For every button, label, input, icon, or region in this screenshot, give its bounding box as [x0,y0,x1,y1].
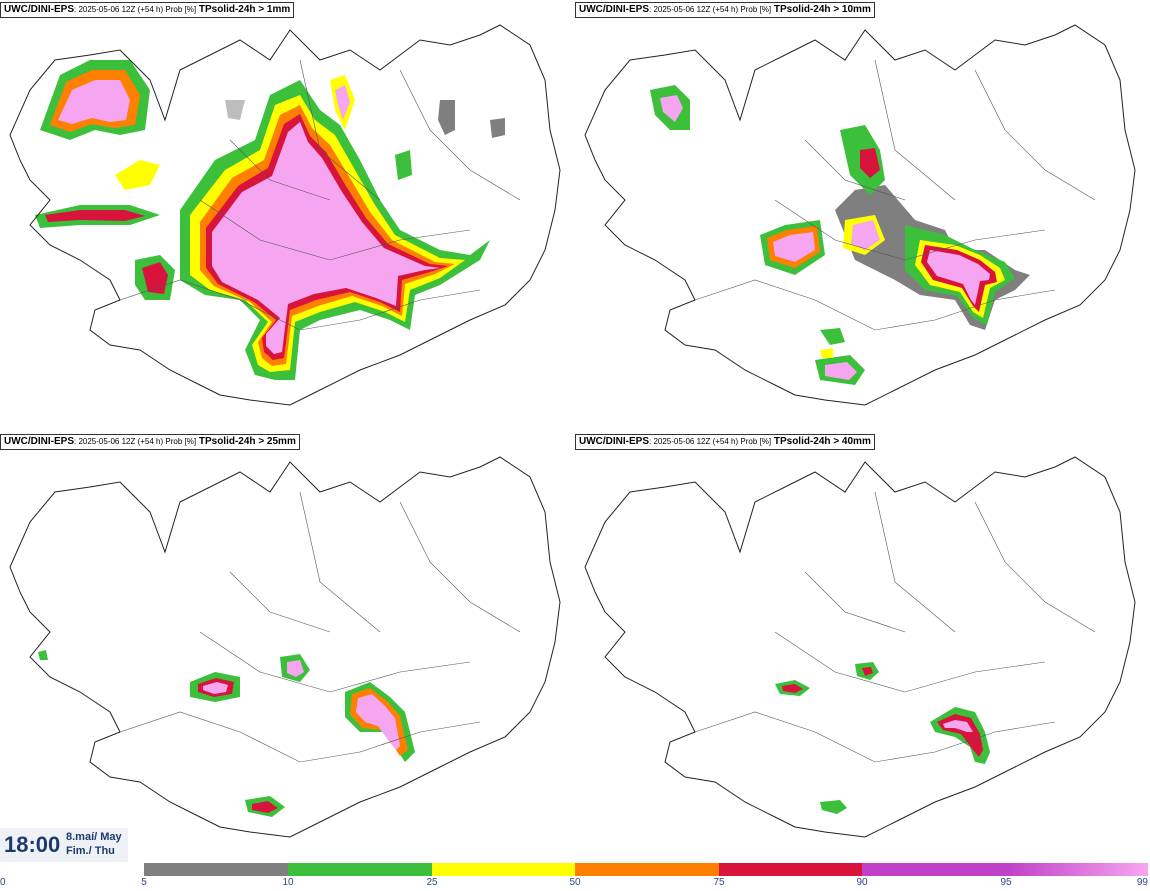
valid-time-box: 18:00 8.maí/ May Fim./ Thu [0,828,128,862]
run-meta: : 2025-05-06 12Z (+54 h) Prob [%] [74,437,197,446]
colorbar-segment [1006,863,1148,876]
colorbar-tick-label: 90 [856,877,868,888]
colorbar-tick-label: 5 [141,877,147,888]
valid-date-line2: Fim./ Thu [66,845,115,857]
iceland-map-25mm [9,456,561,838]
colorbar-tick-label: 25 [426,877,438,888]
run-meta: : 2025-05-06 12Z (+54 h) Prob [%] [649,5,772,14]
panel-title-1mm: UWC/DINI-EPS: 2025-05-06 12Z (+54 h) Pro… [0,2,295,18]
run-meta: : 2025-05-06 12Z (+54 h) Prob [%] [74,5,197,14]
model-label: UWC/DINI-EPS [579,436,649,447]
parameter-label: TPsolid-24h > 1mm [198,4,291,15]
colorbar-tick-label: 0 [0,877,6,888]
colorbar-segment [575,863,719,876]
colorbar-segment [862,863,1006,876]
parameter-label: TPsolid-24h > 25mm [198,436,296,447]
map-panel-25mm: UWC/DINI-EPS: 2025-05-06 12Z (+54 h) Pro… [0,432,575,862]
iceland-map-1mm [9,24,561,406]
colorbar-segment [432,863,575,876]
map-panel-10mm: UWC/DINI-EPS: 2025-05-06 12Z (+54 h) Pro… [575,0,1150,430]
map-panel-1mm: UWC/DINI-EPS: 2025-05-06 12Z (+54 h) Pro… [0,0,575,430]
valid-date-line1: 8.maí/ May [66,831,122,843]
colorbar-segment [144,863,288,876]
colorbar-tick-label: 95 [1000,877,1012,888]
model-label: UWC/DINI-EPS [579,4,649,15]
colorbar-segment [719,863,862,876]
colorbar-tick-label: 10 [282,877,294,888]
iceland-coastline-25mm [9,456,561,838]
model-label: UWC/DINI-EPS [4,4,74,15]
valid-time: 18:00 [4,832,61,857]
iceland-coastline-40mm [584,456,1136,838]
run-meta: : 2025-05-06 12Z (+54 h) Prob [%] [649,437,772,446]
map-panel-40mm: UWC/DINI-EPS: 2025-05-06 12Z (+54 h) Pro… [575,432,1150,862]
prob-field-1mm [35,60,505,380]
model-label: UWC/DINI-EPS [4,436,74,447]
prob-field-10mm [650,85,1030,385]
parameter-label: TPsolid-24h > 10mm [773,4,871,15]
colorbar-segment [288,863,432,876]
prob-field-25mm [38,650,415,817]
iceland-coastline-10mm [584,24,1136,406]
colorbar-tick-label: 99 [1136,877,1148,888]
panel-title-25mm: UWC/DINI-EPS: 2025-05-06 12Z (+54 h) Pro… [0,434,300,450]
iceland-coastline-1mm [9,24,561,406]
parameter-label: TPsolid-24h > 40mm [773,436,871,447]
colorbar-tick-label: 50 [569,877,581,888]
iceland-map-10mm [584,24,1136,406]
panel-title-40mm: UWC/DINI-EPS: 2025-05-06 12Z (+54 h) Pro… [575,434,875,450]
prob-field-40mm [775,662,990,814]
colorbar-tick-label: 75 [713,877,725,888]
panel-title-10mm: UWC/DINI-EPS: 2025-05-06 12Z (+54 h) Pro… [575,2,875,18]
iceland-map-40mm [584,456,1136,838]
probability-colorbar: 0 5 10 25 50 75 90 95 99 [0,862,1150,891]
